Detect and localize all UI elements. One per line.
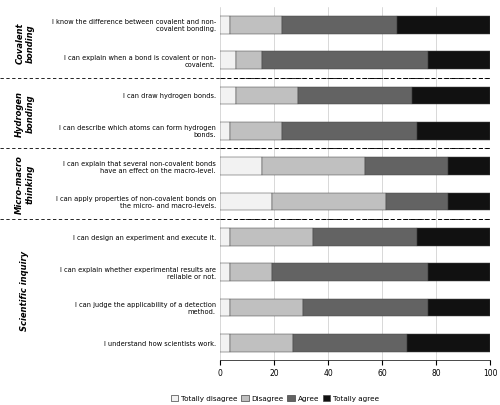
- Bar: [262, 158, 366, 175]
- Bar: [220, 17, 230, 34]
- Bar: [220, 158, 262, 175]
- Bar: [220, 123, 230, 140]
- Bar: [220, 193, 272, 211]
- Bar: [407, 334, 490, 352]
- Bar: [272, 264, 428, 281]
- Bar: [230, 228, 314, 246]
- Bar: [396, 17, 490, 34]
- Bar: [303, 299, 428, 316]
- Bar: [428, 264, 490, 281]
- Bar: [230, 264, 272, 281]
- Bar: [418, 123, 490, 140]
- Bar: [282, 123, 418, 140]
- Text: Hydrogen
bonding: Hydrogen bonding: [16, 91, 34, 137]
- Bar: [292, 334, 407, 352]
- Bar: [366, 158, 448, 175]
- Bar: [220, 228, 230, 246]
- Bar: [298, 87, 412, 105]
- Bar: [220, 52, 236, 70]
- Bar: [262, 52, 428, 70]
- Bar: [220, 299, 230, 316]
- Bar: [230, 334, 292, 352]
- Bar: [428, 52, 490, 70]
- Bar: [448, 193, 490, 211]
- Bar: [386, 193, 448, 211]
- Text: Micro-macro
thinking: Micro-macro thinking: [16, 155, 34, 214]
- Text: Covalent
bonding: Covalent bonding: [16, 23, 34, 64]
- Bar: [428, 299, 490, 316]
- Legend: Totally disagree, Disagree, Agree, Totally agree: Totally disagree, Disagree, Agree, Total…: [171, 395, 379, 401]
- Bar: [412, 87, 490, 105]
- Bar: [272, 193, 386, 211]
- Bar: [220, 87, 236, 105]
- Bar: [418, 228, 490, 246]
- Bar: [282, 17, 397, 34]
- Text: Scientific inquiry: Scientific inquiry: [20, 250, 30, 330]
- Bar: [230, 17, 282, 34]
- Bar: [314, 228, 418, 246]
- Bar: [230, 123, 282, 140]
- Bar: [448, 158, 490, 175]
- Bar: [236, 87, 298, 105]
- Bar: [220, 334, 230, 352]
- Bar: [220, 264, 230, 281]
- Bar: [230, 299, 303, 316]
- Bar: [236, 52, 262, 70]
